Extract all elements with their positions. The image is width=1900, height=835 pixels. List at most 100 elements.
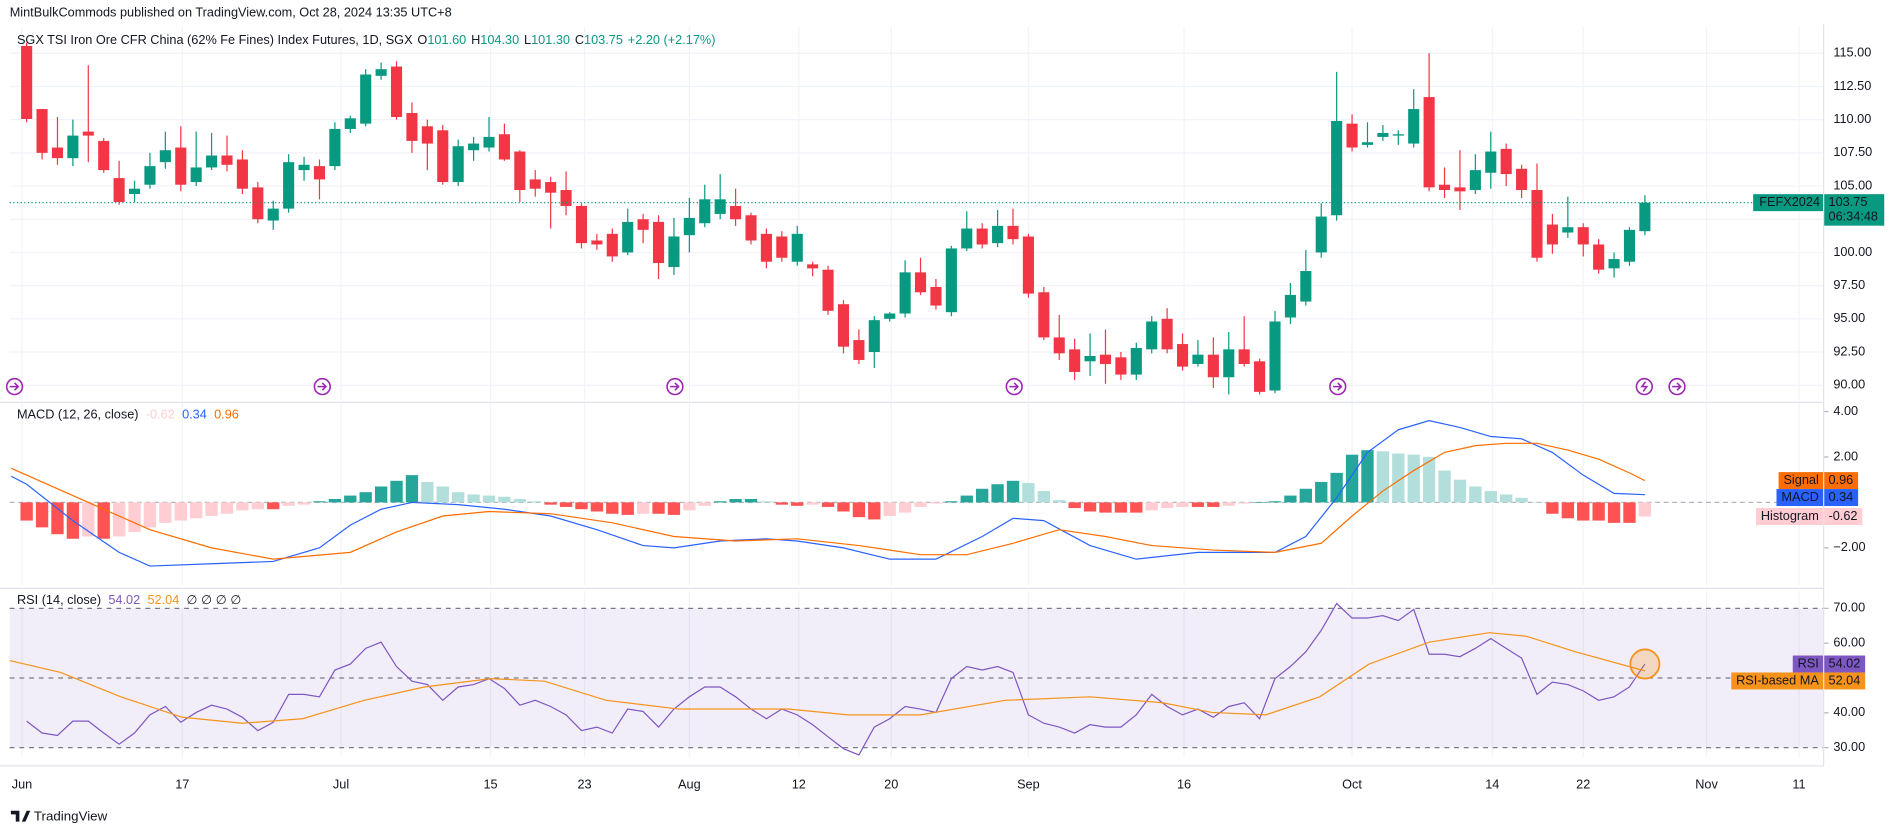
histogram-bar (868, 502, 881, 520)
y-tick-label: 107.50 (1833, 144, 1872, 159)
candle-body (283, 162, 295, 209)
candle-body (837, 304, 850, 347)
rsi-extra: ∅ ∅ ∅ ∅ (187, 592, 242, 607)
candle-body (1516, 168, 1528, 191)
symbol-tag: FEFX2024 (1759, 194, 1820, 209)
candle-body (1577, 227, 1589, 245)
event-icon (1005, 377, 1023, 396)
candle-body (930, 286, 942, 306)
histogram-bar (636, 502, 650, 514)
histogram-bar (1299, 488, 1312, 503)
tag-value: 52.04 (1829, 672, 1861, 687)
candle-body (1053, 337, 1065, 354)
candle-body (1469, 170, 1481, 191)
x-tick-label: Oct (1342, 777, 1362, 792)
histogram-bar (1176, 502, 1189, 507)
candle-body (652, 221, 665, 264)
candle-body (622, 221, 634, 253)
histogram-bar (760, 501, 773, 503)
histogram-bar (1284, 495, 1297, 503)
candle-body (267, 208, 279, 221)
histogram-bar (559, 502, 573, 507)
histogram-bar (714, 501, 727, 503)
tag-name-bg (1778, 472, 1824, 490)
x-tick-label: 11 (1792, 777, 1805, 792)
histogram-bar (205, 502, 218, 517)
histogram-bar (128, 502, 141, 532)
event-arrows (9, 381, 1682, 392)
event-icons (5, 377, 1686, 396)
histogram-bar (1191, 502, 1205, 507)
histogram-bar (467, 494, 480, 503)
price-change: +2.20 (+2.17%) (628, 33, 716, 48)
histogram-bar (251, 502, 264, 510)
histogram-bar (1083, 502, 1097, 512)
candle-body (575, 205, 588, 244)
candle-body (175, 147, 187, 185)
histogram-bar (1438, 470, 1451, 503)
histogram-bar (452, 492, 465, 503)
candle-body (51, 147, 64, 159)
y-tick-label: 40.00 (1833, 704, 1865, 719)
candle-body (21, 45, 33, 119)
candle-body (914, 272, 927, 293)
candle-body (483, 136, 495, 148)
candle-body (452, 146, 464, 183)
histogram-bar (436, 486, 449, 503)
candle-body (1331, 120, 1343, 216)
value-tag: MACD 0.34 (1776, 489, 1859, 507)
histogram-bar (1623, 502, 1636, 523)
candle-body (298, 164, 310, 171)
candle-body (1639, 202, 1651, 232)
histogram-bar (143, 502, 157, 528)
histogram-bar (20, 502, 33, 521)
histogram-bar (1592, 502, 1605, 521)
x-tick-label: 23 (577, 777, 591, 792)
candle-body (406, 113, 418, 141)
candle-body (1022, 236, 1034, 294)
candle-body (1130, 348, 1142, 375)
candle-body (868, 320, 880, 353)
histogram-bar (1484, 491, 1497, 503)
tag-name: RSI (1798, 655, 1819, 670)
histogram-bar (529, 501, 542, 503)
ohlc-value: 101.30 (531, 33, 570, 48)
event-icon (1668, 377, 1686, 396)
histogram-bar (1607, 502, 1621, 523)
y-tick-label: 105.00 (1833, 177, 1872, 192)
candle-body (1546, 224, 1558, 245)
histogram-bar (328, 498, 342, 503)
histogram-bar (1068, 502, 1081, 509)
event-icon (666, 377, 684, 396)
histogram-bar (1207, 502, 1220, 507)
y-tick-label: 90.00 (1833, 377, 1865, 392)
series-line (11, 442, 1646, 560)
candle-body (822, 269, 834, 311)
candle-body (128, 188, 141, 195)
footer-brand: TradingView (34, 808, 108, 823)
symbol-title: SGX TSI Iron Ore CFR China (62% Fe Fines… (17, 33, 413, 48)
x-tick-label: 17 (175, 777, 189, 792)
candle-body (1038, 292, 1050, 338)
logo-mark (10, 810, 31, 822)
candle-body (1346, 123, 1358, 148)
candle-body (714, 199, 726, 214)
ohlc-value: 101.60 (427, 33, 466, 48)
histogram-bar (498, 496, 511, 503)
candle-body (683, 217, 695, 236)
candle-body (776, 236, 788, 258)
histogram-bar (806, 502, 819, 505)
candle-body (699, 199, 711, 224)
candle-body (313, 166, 326, 180)
tag-name-bg (1776, 489, 1824, 507)
plot-layer: Jun 17 Jul 15 23 Aug 12 20 Sep 16 Oct 14 22 Nov 11 90.0… (9, 42, 1885, 792)
x-tick-label: Jun (12, 777, 33, 792)
candle-body (360, 74, 372, 124)
ohlc-key: H (471, 33, 480, 48)
tag-name: MACD (1781, 489, 1818, 504)
candle-body (206, 155, 218, 168)
tag-value-bg (1823, 489, 1859, 507)
candle-body (1531, 190, 1543, 258)
event-icon (1329, 377, 1347, 396)
